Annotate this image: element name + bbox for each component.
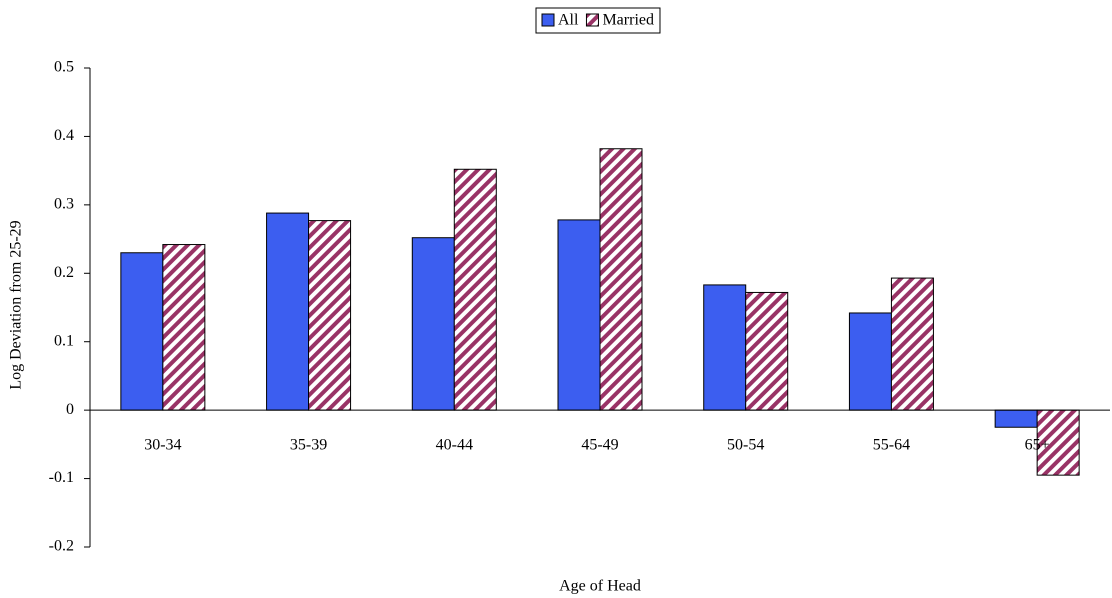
bar (1036, 409, 1080, 476)
x-axis-title: Age of Head (559, 578, 641, 595)
x-tick-label: 40-44 (436, 437, 473, 454)
y-axis-title: Log Deviation from 25-29 (8, 220, 25, 389)
bar (745, 291, 789, 411)
y-tick-label: 0 (66, 401, 74, 418)
bar (599, 148, 643, 411)
bar (890, 277, 934, 411)
bar (848, 312, 892, 411)
x-tick-label: 30-34 (144, 437, 181, 454)
y-tick-label: 0.2 (54, 264, 74, 281)
legend-swatch (541, 13, 555, 27)
x-tick-label: 55-64 (873, 437, 910, 454)
bar (120, 252, 164, 411)
bar (266, 212, 310, 411)
y-tick-label: 0.3 (54, 196, 74, 213)
legend-label: All (558, 12, 579, 29)
bar (162, 244, 206, 411)
y-tick-label: 0.5 (54, 59, 74, 76)
legend-swatch (585, 13, 599, 27)
legend-label: Married (602, 12, 654, 29)
y-tick-label: -0.2 (49, 538, 74, 555)
x-tick-label: 50-54 (727, 437, 764, 454)
bar (411, 237, 455, 411)
bar (703, 284, 747, 411)
y-tick-label: -0.1 (49, 469, 74, 486)
legend: All Married (535, 7, 661, 34)
bar (557, 219, 601, 411)
x-tick-label: 65+ (1025, 437, 1050, 454)
bar (994, 409, 1038, 428)
x-tick-label: 45-49 (581, 437, 618, 454)
x-tick-label: 35-39 (290, 437, 327, 454)
bar (453, 168, 497, 411)
bar (308, 220, 352, 411)
y-tick-label: 0.1 (54, 332, 74, 349)
y-tick-label: 0.4 (54, 127, 74, 144)
